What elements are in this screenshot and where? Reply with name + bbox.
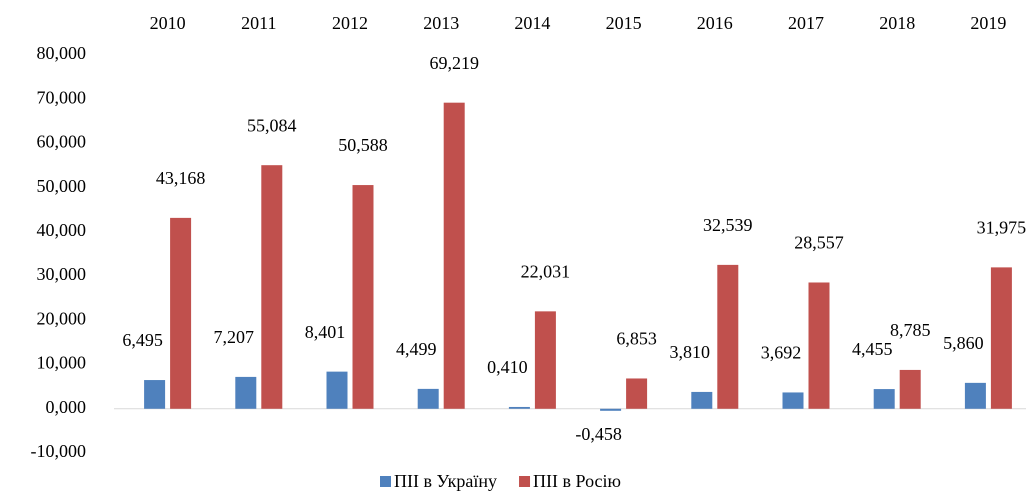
y-tick-label: 10,000 <box>37 353 87 373</box>
bar <box>508 406 530 409</box>
bar <box>170 217 192 409</box>
bar <box>235 376 257 409</box>
x-tick-label: 2018 <box>879 13 915 33</box>
value-label: 6,495 <box>122 330 163 350</box>
bar <box>261 165 283 409</box>
value-label: 8,401 <box>305 322 346 342</box>
value-label: 69,219 <box>429 53 479 73</box>
y-tick-label: 70,000 <box>37 87 87 107</box>
bar <box>808 282 830 409</box>
x-tick-label: 2013 <box>423 13 459 33</box>
bar <box>326 371 348 409</box>
value-label: 0,410 <box>487 357 528 377</box>
value-label: 3,810 <box>670 342 711 362</box>
value-label: 6,853 <box>616 329 657 349</box>
y-tick-label: 80,000 <box>37 43 87 63</box>
y-tick-label: 40,000 <box>37 220 87 240</box>
value-label: 43,168 <box>156 168 206 188</box>
legend-label: ПІІ в Україну <box>394 471 497 491</box>
x-tick-label: 2015 <box>606 13 642 33</box>
bar <box>964 382 986 409</box>
x-tick-label: 2011 <box>241 13 276 33</box>
bar <box>443 102 465 409</box>
value-label: 32,539 <box>703 215 753 235</box>
bar <box>417 388 439 409</box>
bar <box>626 378 648 409</box>
value-label: 8,785 <box>890 320 931 340</box>
legend-swatch <box>380 476 391 487</box>
value-label: 7,207 <box>214 327 255 347</box>
bar <box>144 380 166 409</box>
value-label: 50,588 <box>338 135 388 155</box>
bar <box>873 389 895 409</box>
y-tick-label: 30,000 <box>37 264 87 284</box>
x-tick-label: 2019 <box>970 13 1006 33</box>
value-label: 4,455 <box>852 339 893 359</box>
bar <box>782 392 804 409</box>
x-tick-label: 2017 <box>788 13 824 33</box>
bar <box>691 391 713 409</box>
value-label: 3,692 <box>761 343 802 363</box>
y-tick-label: 20,000 <box>37 308 87 328</box>
value-label: 4,499 <box>396 339 437 359</box>
x-tick-label: 2012 <box>332 13 368 33</box>
value-label: 28,557 <box>794 233 844 253</box>
x-tick-label: 2016 <box>697 13 733 33</box>
bar <box>600 408 622 411</box>
y-tick-label: -10,000 <box>31 441 87 461</box>
legend-swatch <box>519 476 531 487</box>
bar <box>717 264 739 409</box>
value-label: 55,084 <box>247 115 297 135</box>
bar <box>534 311 556 409</box>
bar <box>899 369 921 409</box>
bar <box>990 267 1012 409</box>
y-tick-label: 60,000 <box>37 132 87 152</box>
legend-label: ПІІ в Росію <box>533 471 621 491</box>
x-tick-label: 2014 <box>514 13 550 33</box>
x-tick-label: 2010 <box>150 13 186 33</box>
y-tick-label: 0,000 <box>46 397 87 417</box>
value-label: 31,975 <box>977 218 1026 238</box>
bar <box>352 185 374 409</box>
value-label: 5,860 <box>943 333 984 353</box>
value-label: -0,458 <box>575 424 622 444</box>
y-tick-label: 50,000 <box>37 176 87 196</box>
value-label: 22,031 <box>521 261 571 281</box>
